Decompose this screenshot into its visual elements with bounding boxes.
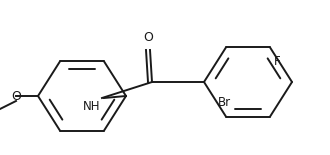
Text: O: O [143, 31, 153, 44]
Text: NH: NH [82, 100, 100, 113]
Text: O: O [11, 89, 21, 102]
Text: F: F [274, 55, 280, 68]
Text: Br: Br [217, 96, 231, 109]
